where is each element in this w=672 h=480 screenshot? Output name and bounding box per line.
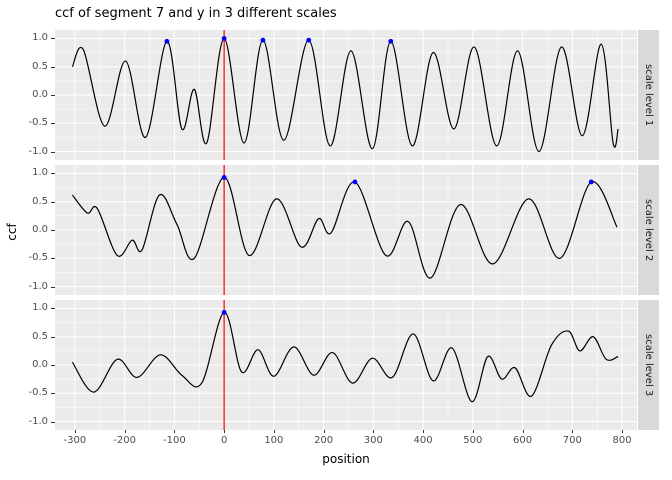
y-tick-mark — [51, 308, 55, 310]
y-tick-label: -1.0 — [28, 145, 48, 157]
y-tick-mark — [51, 38, 55, 40]
peak-marker — [221, 310, 227, 315]
peak-marker — [306, 37, 312, 43]
y-tick-mark — [51, 95, 55, 96]
y-tick-label: -0.5 — [28, 252, 48, 264]
x-tick-label: 0 — [220, 435, 228, 446]
x-tick-mark — [423, 430, 425, 433]
x-tick-mark — [224, 430, 226, 433]
strip-scale-level-1: scale level 1 — [638, 30, 659, 160]
peak-marker — [260, 37, 266, 43]
y-tick-label: -0.5 — [28, 117, 48, 129]
y-tick-mark — [51, 66, 55, 68]
x-tick-mark — [74, 430, 76, 433]
x-tick-label: 700 — [562, 435, 582, 446]
y-tick-label: 0.5 — [32, 330, 48, 342]
y-tick-mark — [51, 201, 55, 203]
y-tick-mark — [51, 336, 55, 338]
x-tick-label: -300 — [63, 435, 87, 446]
y-tick-label: 0.5 — [32, 60, 48, 72]
y-tick-mark — [51, 151, 55, 153]
y-tick-label: 0.5 — [32, 195, 48, 207]
panel-svg-scale-2 — [55, 165, 637, 295]
x-tick-mark — [373, 430, 375, 433]
strip-scale-level-3: scale level 3 — [638, 300, 659, 430]
y-tick-label: 1.0 — [32, 302, 48, 314]
x-axis-title: position — [322, 452, 370, 466]
x-tick-mark — [522, 430, 524, 433]
peak-marker — [588, 179, 594, 185]
y-tick-label: 1.0 — [32, 32, 48, 44]
chart-title: ccf of segment 7 and y in 3 different sc… — [55, 6, 337, 21]
x-tick-label: 800 — [612, 435, 632, 446]
x-tick-mark — [124, 430, 126, 433]
x-tick-mark — [174, 430, 176, 433]
peak-marker — [352, 179, 358, 185]
y-tick-label: -1.0 — [28, 415, 48, 427]
y-tick-mark — [51, 365, 55, 366]
x-tick-label: 400 — [413, 435, 433, 446]
peak-marker — [388, 38, 394, 44]
x-tick-label: 200 — [314, 435, 334, 446]
x-tick-mark — [622, 430, 624, 433]
x-tick-label: 100 — [264, 435, 284, 446]
y-tick-label: -0.5 — [28, 387, 48, 399]
x-tick-label: -200 — [113, 435, 136, 446]
y-tick-label: 0.0 — [32, 224, 48, 235]
x-tick-label: -100 — [163, 435, 186, 446]
y-tick-mark — [51, 286, 55, 288]
ccf-line — [71, 176, 618, 279]
panel-svg-scale-3 — [55, 300, 637, 430]
y-tick-mark — [51, 123, 55, 125]
y-tick-mark — [51, 421, 55, 423]
peak-marker — [221, 175, 227, 180]
strip-label-text: scale level 1 — [643, 63, 654, 127]
x-tick-mark — [472, 430, 474, 433]
strip-scale-level-2: scale level 2 — [638, 165, 659, 295]
strip-label-text: scale level 3 — [643, 333, 654, 397]
y-tick-mark — [51, 393, 55, 395]
x-tick-mark — [572, 430, 574, 433]
y-tick-label: 0.0 — [32, 359, 48, 370]
x-tick-label: 300 — [363, 435, 383, 446]
strip-label-text: scale level 2 — [643, 198, 654, 262]
x-tick-label: 600 — [513, 435, 533, 446]
ccf-line — [71, 311, 619, 403]
y-tick-mark — [51, 230, 55, 231]
peak-marker — [164, 38, 170, 44]
x-tick-mark — [323, 430, 325, 433]
x-tick-mark — [273, 430, 275, 433]
y-tick-label: 1.0 — [32, 167, 48, 179]
y-tick-mark — [51, 258, 55, 260]
x-tick-label: 500 — [463, 435, 483, 446]
y-tick-mark — [51, 173, 55, 175]
y-tick-label: 0.0 — [32, 89, 48, 100]
panel-svg-scale-1 — [55, 30, 637, 160]
peak-marker — [221, 36, 227, 41]
y-tick-label: -1.0 — [28, 280, 48, 292]
